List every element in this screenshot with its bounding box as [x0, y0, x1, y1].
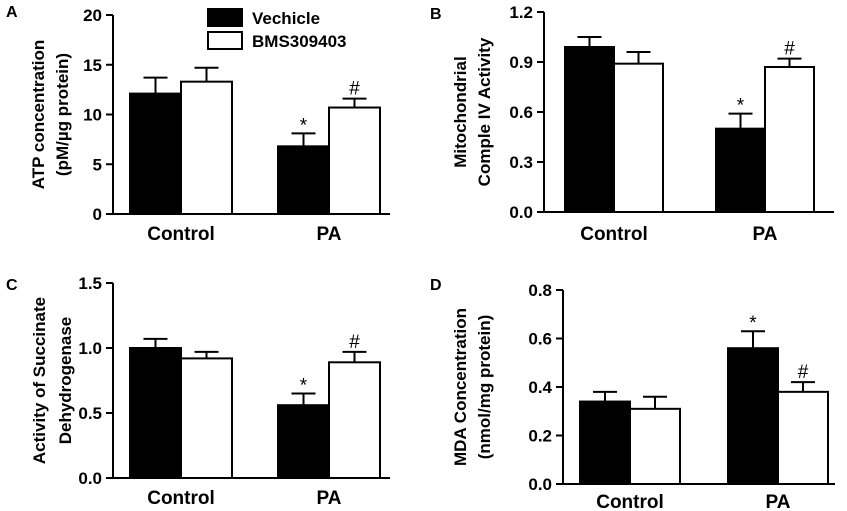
y-axis-title-line-1: ATP concentration	[29, 40, 48, 190]
y-axis-title-line-2: Comple IV Activity	[475, 37, 494, 186]
y-tick-label: 10	[83, 106, 102, 125]
panel-A: A ATP concentration (pM/µg protein) 0 5 10 15 2…	[6, 4, 390, 245]
significance-marker: *	[737, 96, 745, 117]
y-tick-label: 5	[93, 155, 102, 174]
panel-D: D MDA Concentration (nmol/mg protein) 0.0 0.…	[430, 277, 835, 511]
legend: Vechicle BMS309403	[207, 8, 347, 51]
y-axis-title-line-2: Dehydrogenase	[56, 317, 75, 445]
x-category-label: Control	[147, 488, 215, 509]
x-category-label: PA	[317, 224, 342, 245]
significance-marker: *	[749, 313, 757, 334]
significance-marker: #	[349, 332, 360, 353]
panel-letter-D: D	[430, 277, 442, 294]
bar-bms309403-pa	[328, 106, 381, 215]
y-axis-title-line-1: Mitochondrial	[451, 56, 470, 167]
panel-letter-C: C	[6, 277, 18, 294]
significance-marker: #	[784, 39, 795, 60]
y-axis-title-line-2: (pM/µg protein)	[53, 53, 72, 176]
y-tick-label: 0.2	[528, 427, 552, 446]
significance-marker: #	[349, 79, 360, 100]
bar-vechicle-control	[129, 92, 182, 215]
bar-vechicle-control	[579, 400, 631, 485]
y-tick-label: 0.0	[509, 203, 533, 222]
bar-vechicle-pa	[715, 127, 766, 214]
significance-marker: #	[798, 362, 809, 383]
legend-swatch-bms309403	[207, 31, 243, 50]
bar-vechicle-control	[129, 347, 182, 479]
y-tick-label: 0.8	[528, 281, 552, 300]
legend-label-vechicle: Vechicle	[252, 9, 320, 28]
bar-bms309403-pa	[328, 361, 381, 479]
bar-bms309403-pa	[764, 66, 815, 213]
y-tick-label: 1.2	[509, 3, 533, 22]
x-category-label: Control	[147, 224, 215, 245]
panel-C: C Activity of Succinate Dehydrogenase 0.0 0.…	[6, 274, 390, 509]
x-category-label: Control	[596, 492, 664, 511]
bar-bms309403-control	[180, 80, 233, 216]
y-tick-label: 0.3	[509, 153, 533, 172]
x-category-label: PA	[766, 492, 791, 511]
legend-label-bms309403: BMS309403	[252, 32, 347, 51]
y-axis-title-line-1: Activity of Succinate	[30, 297, 49, 464]
y-tick-label: 0.0	[78, 469, 102, 488]
y-tick-label: 0.6	[509, 103, 533, 122]
legend-swatch-vechicle	[207, 8, 243, 27]
y-tick-label: 0.6	[528, 330, 552, 349]
y-tick-label: 1.0	[78, 339, 102, 358]
bar-vechicle-pa	[277, 404, 330, 480]
y-tick-label: 0.4	[528, 378, 552, 397]
bar-vechicle-pa	[277, 145, 330, 215]
x-category-label: Control	[580, 224, 648, 245]
y-tick-label: 20	[83, 6, 102, 25]
bar-vechicle-control	[564, 46, 615, 213]
significance-marker: *	[300, 376, 308, 397]
bar-bms309403-pa	[777, 390, 829, 486]
bar-bms309403-control	[629, 407, 681, 486]
panel-letter-B: B	[430, 6, 442, 23]
y-axis-title-line-1: MDA Concentration	[451, 308, 470, 466]
significance-marker: *	[300, 115, 308, 136]
bar-bms309403-control	[613, 62, 664, 213]
x-category-label: PA	[753, 224, 778, 245]
y-axis-title-line-2: (nmol/mg protein)	[475, 315, 494, 459]
x-category-label: PA	[317, 488, 342, 509]
bar-bms309403-control	[180, 357, 233, 479]
panel-B: B Mitochondrial Comple IV Activity 0.0 0.3 0.…	[430, 3, 834, 245]
y-tick-label: 0.0	[528, 475, 552, 494]
y-tick-label: 0.9	[509, 53, 533, 72]
y-tick-label: 15	[83, 56, 102, 75]
bar-vechicle-pa	[727, 347, 779, 486]
y-tick-label: 0.5	[78, 404, 102, 423]
panel-letter-A: A	[6, 4, 18, 21]
y-tick-label: 1.5	[78, 274, 102, 293]
y-tick-label: 0	[93, 205, 102, 224]
